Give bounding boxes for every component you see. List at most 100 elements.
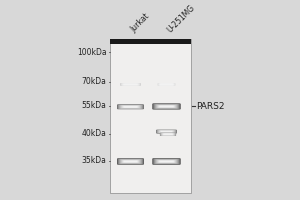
- FancyBboxPatch shape: [119, 159, 142, 164]
- Text: 55kDa: 55kDa: [82, 101, 106, 110]
- Bar: [110, 39, 190, 193]
- FancyBboxPatch shape: [160, 133, 176, 136]
- FancyBboxPatch shape: [159, 130, 174, 133]
- FancyBboxPatch shape: [120, 159, 141, 164]
- FancyBboxPatch shape: [123, 106, 138, 108]
- FancyBboxPatch shape: [157, 130, 176, 133]
- Text: U-251MG: U-251MG: [165, 3, 196, 34]
- FancyBboxPatch shape: [118, 159, 143, 164]
- FancyBboxPatch shape: [157, 160, 176, 163]
- FancyBboxPatch shape: [121, 160, 140, 163]
- FancyBboxPatch shape: [154, 159, 178, 164]
- FancyBboxPatch shape: [122, 160, 139, 163]
- FancyBboxPatch shape: [160, 131, 173, 132]
- FancyBboxPatch shape: [154, 104, 179, 109]
- FancyBboxPatch shape: [164, 134, 172, 135]
- FancyBboxPatch shape: [153, 104, 180, 109]
- FancyBboxPatch shape: [124, 84, 137, 85]
- FancyBboxPatch shape: [120, 159, 141, 163]
- FancyBboxPatch shape: [125, 84, 136, 85]
- FancyBboxPatch shape: [123, 84, 138, 85]
- FancyBboxPatch shape: [123, 106, 138, 108]
- Text: PARS2: PARS2: [196, 102, 225, 111]
- FancyBboxPatch shape: [161, 133, 175, 136]
- Bar: [110, 39, 190, 44]
- FancyBboxPatch shape: [121, 83, 140, 86]
- FancyBboxPatch shape: [118, 105, 143, 109]
- FancyBboxPatch shape: [156, 159, 177, 163]
- FancyBboxPatch shape: [160, 84, 173, 85]
- FancyBboxPatch shape: [159, 106, 174, 107]
- FancyBboxPatch shape: [157, 130, 176, 133]
- FancyBboxPatch shape: [159, 83, 174, 85]
- FancyBboxPatch shape: [164, 134, 172, 135]
- FancyBboxPatch shape: [119, 105, 142, 109]
- FancyBboxPatch shape: [118, 105, 143, 109]
- FancyBboxPatch shape: [162, 133, 174, 135]
- FancyBboxPatch shape: [119, 105, 142, 109]
- FancyBboxPatch shape: [123, 161, 138, 162]
- FancyBboxPatch shape: [160, 84, 173, 85]
- FancyBboxPatch shape: [162, 84, 171, 85]
- FancyBboxPatch shape: [159, 161, 174, 162]
- FancyBboxPatch shape: [158, 160, 175, 163]
- FancyBboxPatch shape: [162, 84, 171, 85]
- FancyBboxPatch shape: [157, 105, 176, 108]
- FancyBboxPatch shape: [121, 83, 140, 86]
- FancyBboxPatch shape: [160, 133, 175, 136]
- Text: Jurkat: Jurkat: [129, 12, 152, 34]
- FancyBboxPatch shape: [118, 159, 143, 164]
- FancyBboxPatch shape: [124, 161, 137, 162]
- FancyBboxPatch shape: [158, 83, 175, 86]
- FancyBboxPatch shape: [161, 84, 172, 85]
- FancyBboxPatch shape: [163, 133, 173, 135]
- FancyBboxPatch shape: [124, 84, 137, 85]
- FancyBboxPatch shape: [160, 106, 173, 107]
- FancyBboxPatch shape: [154, 159, 179, 164]
- FancyBboxPatch shape: [126, 84, 135, 85]
- FancyBboxPatch shape: [158, 83, 175, 86]
- FancyBboxPatch shape: [153, 159, 180, 164]
- FancyBboxPatch shape: [122, 83, 139, 85]
- FancyBboxPatch shape: [160, 131, 172, 132]
- FancyBboxPatch shape: [163, 134, 173, 135]
- FancyBboxPatch shape: [117, 158, 144, 165]
- Text: 100kDa: 100kDa: [77, 48, 106, 57]
- FancyBboxPatch shape: [154, 159, 179, 164]
- FancyBboxPatch shape: [120, 105, 141, 109]
- FancyBboxPatch shape: [162, 133, 174, 135]
- FancyBboxPatch shape: [125, 84, 136, 85]
- FancyBboxPatch shape: [162, 133, 174, 135]
- FancyBboxPatch shape: [155, 159, 178, 164]
- FancyBboxPatch shape: [162, 84, 171, 85]
- FancyBboxPatch shape: [157, 130, 176, 133]
- Text: 35kDa: 35kDa: [82, 156, 106, 165]
- FancyBboxPatch shape: [124, 161, 137, 162]
- FancyBboxPatch shape: [122, 106, 139, 108]
- FancyBboxPatch shape: [155, 104, 178, 109]
- FancyBboxPatch shape: [159, 83, 174, 85]
- FancyBboxPatch shape: [123, 160, 138, 163]
- FancyBboxPatch shape: [156, 130, 177, 133]
- FancyBboxPatch shape: [158, 160, 175, 163]
- FancyBboxPatch shape: [122, 84, 139, 85]
- FancyBboxPatch shape: [122, 83, 139, 85]
- Text: 70kDa: 70kDa: [82, 77, 106, 86]
- FancyBboxPatch shape: [121, 83, 140, 86]
- FancyBboxPatch shape: [156, 105, 177, 108]
- FancyBboxPatch shape: [158, 130, 175, 133]
- FancyBboxPatch shape: [124, 106, 137, 107]
- FancyBboxPatch shape: [160, 84, 172, 85]
- FancyBboxPatch shape: [159, 83, 174, 86]
- FancyBboxPatch shape: [159, 131, 174, 133]
- FancyBboxPatch shape: [161, 131, 172, 132]
- FancyBboxPatch shape: [120, 83, 141, 86]
- FancyBboxPatch shape: [117, 104, 144, 109]
- FancyBboxPatch shape: [158, 83, 175, 86]
- FancyBboxPatch shape: [162, 131, 171, 132]
- FancyBboxPatch shape: [157, 105, 176, 108]
- FancyBboxPatch shape: [119, 159, 142, 164]
- FancyBboxPatch shape: [154, 104, 179, 109]
- FancyBboxPatch shape: [122, 106, 139, 108]
- FancyBboxPatch shape: [122, 160, 139, 163]
